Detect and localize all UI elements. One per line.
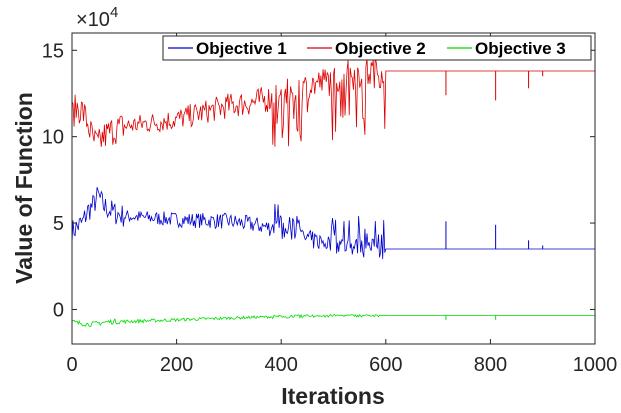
x-tick-label: 0 xyxy=(66,354,77,376)
series-layer xyxy=(71,56,595,328)
x-tick-label: 800 xyxy=(474,354,507,376)
legend-label-objective-2: Objective 2 xyxy=(335,39,426,58)
legend-box xyxy=(162,35,592,61)
series-line-1 xyxy=(71,187,595,260)
plot-frame xyxy=(71,32,596,345)
x-tick-label: 600 xyxy=(369,354,402,376)
x-axis-label: Iterations xyxy=(281,383,385,409)
series-line-3 xyxy=(71,313,595,328)
y-multiplier-exponent: 4 xyxy=(110,4,118,21)
times-glyph: × xyxy=(76,9,88,31)
series-line-2 xyxy=(71,56,595,147)
x-tick-label: 200 xyxy=(160,354,193,376)
y-axis-label: Value of Function xyxy=(11,92,37,284)
legend-label-objective-1: Objective 1 xyxy=(196,39,287,58)
y-tick-label: 15 xyxy=(42,40,64,62)
y-tick-label: 0 xyxy=(53,299,64,321)
y-multiplier-value: 10 xyxy=(88,9,110,31)
y-axis-ticks: 0 5 10 15 xyxy=(42,40,595,321)
y-tick-label: 10 xyxy=(42,127,64,149)
x-tick-label: 1000 xyxy=(573,354,618,376)
legend-label-objective-3: Objective 3 xyxy=(475,39,566,58)
y-tick-label: 5 xyxy=(53,213,64,235)
legend: Objective 1 Objective 2 Objective 3 xyxy=(162,35,592,61)
x-tick-label: 400 xyxy=(265,354,298,376)
y-multiplier-base: ×104 xyxy=(76,4,118,31)
